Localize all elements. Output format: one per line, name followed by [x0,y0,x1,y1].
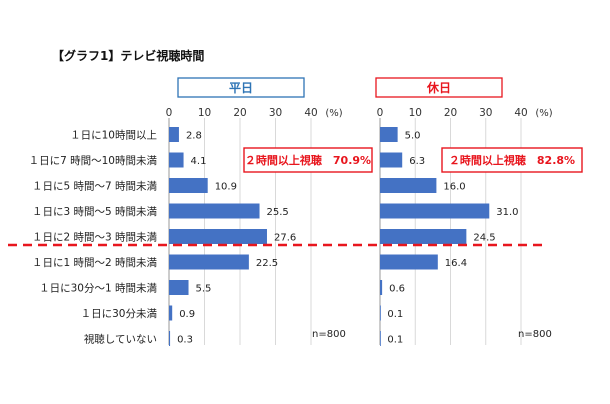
holiday-tick-label: 40 [514,107,527,119]
weekday-bar [169,203,260,219]
weekday-bar [169,152,184,168]
weekday-bar [169,229,267,244]
plots-layer: 0 10 20 30 40 (%) 2.8 １日に10時間以上 4.1 １日に7 時間～10時間未… [29,107,583,346]
weekday-value-label: 25.5 [267,207,289,218]
holiday-tick-label: 30 [479,107,492,119]
holiday-annotation-box [441,147,583,173]
weekday-header-box [177,77,305,98]
weekday-bar [169,178,208,193]
holiday-bar [380,127,398,142]
holiday-value-label: 0.1 [387,335,403,346]
category-label: １日に10時間以上 [70,130,157,142]
weekday-annotation-box [243,147,373,173]
weekday-value-label: 27.6 [274,233,296,244]
weekday-tick-label: 10 [198,107,211,119]
holiday-bar [380,152,403,168]
holiday-unit-label: (%) [535,108,552,119]
category-label: １日に3 時間～5 時間未満 [32,206,158,218]
category-label: １日に1 時間～2 時間未満 [32,257,158,269]
holiday-value-label: 0.6 [389,284,405,295]
holiday-value-label: 16.0 [443,182,465,193]
holiday-value-label: 31.0 [496,207,518,218]
weekday-bar [169,331,171,346]
category-label: １日に7 時間～10時間未満 [29,155,158,167]
weekday-bar [169,254,249,270]
holiday-tick-label: 20 [444,107,457,119]
weekday-tick-label: 40 [304,107,317,119]
holiday-bar [380,254,438,270]
holiday-value-label: 16.4 [445,258,467,269]
holiday-bar [380,280,383,295]
holiday-annotation-text: ２時間以上視聴 82.8% [449,153,575,167]
weekday-value-label: 10.9 [215,182,237,193]
weekday-value-label: 5.5 [196,284,212,295]
holiday-tick-label: 10 [409,107,422,119]
holiday-sample-size-label: n=800 [518,329,552,340]
weekday-tick-label: 0 [166,107,173,119]
weekday-unit-label: (%) [325,108,342,119]
holiday-tick-label: 0 [377,107,384,119]
category-label: 視聴していない [84,333,157,346]
weekday-value-label: 4.1 [191,156,207,167]
holiday-bar [380,203,490,219]
weekday-value-label: 2.8 [186,131,202,142]
weekday-value-label: 22.5 [256,258,278,269]
weekday-value-label: 0.9 [179,309,195,320]
holiday-value-label: 0.1 [387,309,403,320]
figure-title: 【グラフ1】テレビ視聴時間 [52,48,204,63]
holiday-value-label: 5.0 [405,131,421,142]
holiday-header-box [375,77,503,98]
category-label: １日に5 時間～7 時間未満 [32,181,158,193]
holiday-header: 休日 [426,80,451,95]
weekday-sample-size-label: n=800 [312,329,346,340]
holiday-value-label: 6.3 [409,156,425,167]
holiday-bar [380,178,437,193]
weekday-header: 平日 [229,81,253,95]
holiday-bar [380,305,381,321]
holiday-bar [380,331,381,346]
weekday-bar [169,280,189,295]
weekday-value-label: 0.3 [177,335,193,346]
category-label: １日に2 時間～3 時間未満 [32,232,158,244]
weekday-bar [169,127,179,142]
holiday-value-label: 24.5 [473,233,495,244]
category-label: １日に30分未満 [81,308,158,320]
weekday-bar [169,305,173,321]
category-label: １日に30分～1 時間未満 [39,283,157,295]
weekday-annotation-text: ２時間以上視聴 70.9% [245,153,371,167]
weekday-tick-label: 30 [269,107,282,119]
weekday-tick-label: 20 [233,107,246,119]
holiday-bar [380,229,467,244]
